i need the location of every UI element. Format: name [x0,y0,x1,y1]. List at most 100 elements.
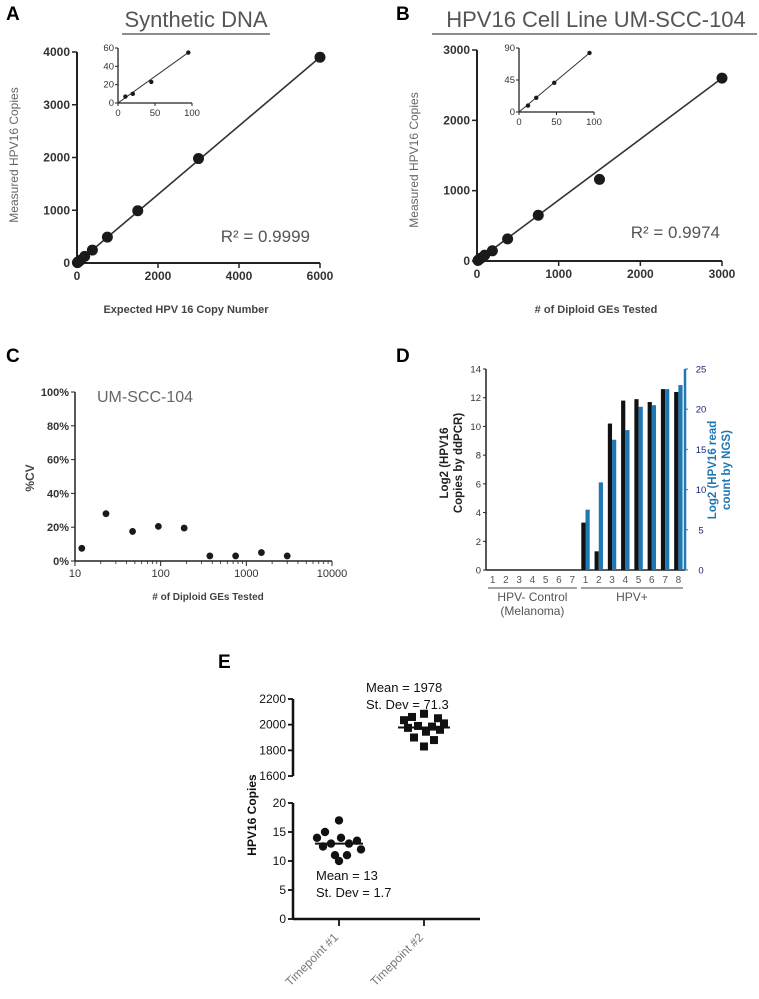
panel-d-left-tick-label: 10 [470,422,481,433]
panel-d-right-tick-label: 5 [698,525,703,536]
panel-b-inset-y-tick-label: 45 [504,75,515,86]
panel-b-r2: R² = 0.9974 [631,223,720,242]
panel-a-data-point [101,231,113,243]
panel-letter-e: E [218,652,231,673]
panel-d-bar-ddpcr [621,400,626,570]
panel-c-x-tick-label: 100 [151,568,169,580]
panel-c-data-point [258,549,265,556]
panel-a-inset-y-tick-label: 0 [109,98,114,109]
panel-b-fit-line [476,77,723,262]
panel-e-data-point-2 [422,727,430,736]
panel-d-chart: Log2 (HPV16 Copies by ddPCR) Log2 (HPV16 … [439,365,733,619]
panel-a-inset-x-tick-label: 0 [115,108,120,119]
panel-b-x-tick-label: 3000 [709,267,736,281]
panel-d-left-tick-label: 4 [476,508,481,519]
panel-a-data-point [193,153,204,165]
panel-b-inset-data-point [525,103,531,108]
panel-e-data-point-1 [320,827,330,837]
panel-d-bar-ddpcr [674,391,679,570]
panel-c-x-tick-label: 10 [69,568,81,580]
panel-c-data-point [283,552,291,560]
panel-e-x-tick-label: Timepoint #2 [367,930,426,989]
panel-d-left-tick-label: 6 [476,479,481,490]
panel-b-data-point [486,245,498,257]
panel-c-data-point [206,552,214,560]
panel-c-y-tick-label: 80% [47,421,69,433]
panel-d-group-sublabel-1: (Melanoma) [500,604,564,618]
panel-e-data-point-1 [334,816,344,825]
panel-a-data-point [86,244,98,256]
panel-c-y-tick-label: 0% [53,556,69,568]
panel-a-y-tick-label: 1000 [43,203,70,217]
panel-a-r2: R² = 0.9999 [221,227,310,246]
panel-d-ylabel-left: Log2 (HPV16 Copies by ddPCR) [439,413,465,513]
panel-d-right-tick-label: 10 [696,485,707,496]
panel-b-y-tick-label: 2000 [443,113,470,127]
panel-c-x-tick-label: 1000 [234,568,258,580]
panel-c-y-tick-label: 20% [47,522,69,534]
panel-e-lower-y-tick-label: 5 [279,883,286,897]
panel-b-inset-data-point [534,95,539,100]
panel-a-xlabel: Expected HPV 16 Copy Number [103,304,269,316]
panel-c-xlabel: # of Diploid GEs Tested [152,592,264,603]
panel-e-upper-y-tick-label: 2200 [259,692,286,706]
panel-c-y-tick-label: 40% [47,488,69,500]
panel-a-inset-y-tick-label: 20 [103,80,114,91]
panel-e-mean-1: Mean = 13 [316,868,378,883]
panel-a-inset-y-tick-label: 60 [103,43,114,54]
panel-d-right-tick-label: 25 [696,365,707,376]
panel-e-chart: HPV16 Copies Mean = 1978 St. Dev = 71.3 … [245,680,480,989]
panel-a-y-tick-label: 0 [63,256,70,270]
panel-a-x-tick-label: 2000 [145,269,172,283]
panel-e-upper-y-tick-label: 1600 [259,769,286,783]
panel-a-inset-data-point [186,50,191,55]
panel-d-bar-ngs [651,405,657,570]
panel-e-data-point-1 [356,845,366,854]
panel-d-category-label: 3 [609,575,615,586]
panel-b-inset-y-tick-label: 0 [510,107,515,118]
panel-a-inset-data-point [123,94,128,99]
panel-e-data-point-1 [342,851,352,860]
panel-e-data-point-1 [318,842,328,851]
panel-d-bar-ngs [665,389,670,570]
panel-e-lower-y-tick-label: 0 [279,912,286,926]
panel-e-data-point-1 [326,839,336,848]
panel-b-inset-y-tick-label: 90 [504,43,515,54]
panel-e-sd-1: St. Dev = 1.7 [316,885,392,900]
panel-b-chart: HPV16 Cell Line UM-SCC-104 # of Diploid … [407,7,757,316]
panel-a-data-point [314,51,326,63]
panel-d-category-label: 6 [649,575,655,586]
panel-c-data-point [154,522,162,530]
panel-c-ylabel: %CV [23,464,37,491]
panel-b-inset-x-tick-label: 0 [516,117,521,128]
panel-d-bar-ddpcr [594,551,599,570]
panel-d-right-tick-label: 15 [696,445,707,456]
panel-a-y-tick-label: 4000 [43,45,70,59]
panel-e-data-point-2 [440,719,448,728]
panel-b-x-tick-label: 2000 [627,267,654,281]
panel-d-category-label: 7 [569,575,575,586]
panel-letter-b: B [396,4,410,25]
panel-a-inset-x-tick-label: 100 [184,108,200,119]
panel-d-category-label: 3 [516,575,522,586]
panel-e-upper-y-tick-label: 2000 [259,718,286,732]
panel-b-data-point [594,173,605,185]
panel-c-x-tick-label: 10000 [317,568,348,580]
panel-e-data-point-2 [400,716,408,725]
panel-letter-c: C [6,346,20,367]
panel-b-y-tick-label: 0 [463,254,470,268]
panel-c-data-point [232,552,240,560]
panel-d-category-label: 4 [530,575,536,586]
panel-d-left-tick-label: 8 [476,451,481,462]
panel-a-x-tick-label: 4000 [226,269,253,283]
panel-e-data-point-1 [352,836,362,845]
panel-d-category-label: 4 [623,575,629,586]
panel-d-bar-ngs [625,430,630,570]
panel-d-bar-ngs [585,509,590,570]
panel-d-group-label-2: HPV+ [616,590,648,604]
panel-d-category-label: 8 [676,575,682,586]
panel-a-inset-fit-line [117,52,189,104]
panel-b-data-point [532,209,544,221]
panel-e-upper-y-tick-label: 1800 [259,743,286,757]
